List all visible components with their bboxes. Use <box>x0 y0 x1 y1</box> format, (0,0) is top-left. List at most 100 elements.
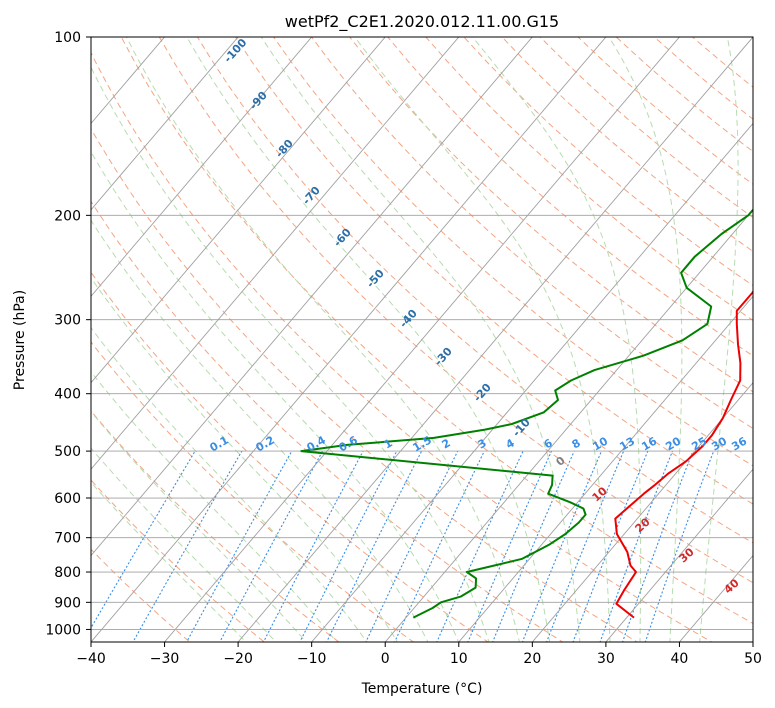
isotherm-line <box>91 37 460 470</box>
mixing-ratio-line <box>185 450 293 642</box>
dry-adiabat-label: -70 <box>300 184 323 208</box>
dry-adiabat-label: -20 <box>471 381 494 405</box>
dry-adiabat-line <box>91 200 564 642</box>
dry-adiabat-label: -100 <box>221 36 249 65</box>
dry-adiabat-line <box>387 37 753 357</box>
y-axis-label: Pressure (hPa) <box>12 290 28 390</box>
dry-adiabat-line <box>234 37 753 505</box>
axis-ticks: −40 −30 −20 −10 0 10 20 30 40 5010009008007006005… <box>45 30 762 667</box>
dewpoint-line <box>300 208 753 619</box>
moist-adiabat-label: 30 <box>677 545 697 565</box>
x-tick-label: −10 <box>297 651 327 667</box>
mixing-ratio-label: 36 <box>729 434 749 453</box>
mixing-ratio-line <box>132 450 243 642</box>
isotherm-line <box>752 641 753 642</box>
mixing-ratio-label: 4 <box>504 436 517 451</box>
isotherm-line <box>531 382 753 642</box>
dry-adiabat-label: -50 <box>364 267 387 291</box>
mixing-ratio-line <box>521 450 603 642</box>
mixing-ratio-label: 20 <box>663 434 683 453</box>
isotherm-line <box>384 209 753 642</box>
mixing-ratio-line <box>326 450 423 642</box>
isotherm-line <box>237 37 753 642</box>
isotherm-line <box>91 37 313 297</box>
mixing-ratio-label: 6 <box>542 436 555 451</box>
moist-adiabat-line <box>91 481 247 642</box>
dry-adiabat-line <box>539 37 753 219</box>
isotherm-line <box>605 468 753 642</box>
moist-adiabat-line <box>354 37 611 642</box>
mixing-ratio-line <box>644 450 715 642</box>
isotherm-line <box>91 37 607 642</box>
moist-adiabat-line <box>91 66 490 642</box>
x-tick-label: −40 <box>76 651 106 667</box>
x-tick-label: 50 <box>744 651 762 667</box>
dry-adiabat-line <box>310 37 753 430</box>
temperature-line <box>614 290 753 619</box>
moist-adiabat-label: 40 <box>722 576 742 596</box>
y-tick-label: 600 <box>54 491 81 507</box>
isotherm-line <box>91 37 386 384</box>
x-axis-label: Temperature (°C) <box>361 681 483 697</box>
mixing-ratio-line <box>436 450 524 642</box>
x-tick-label: 0 <box>381 651 390 667</box>
dry-adiabat-line <box>349 37 753 393</box>
moist-adiabat-line <box>91 151 460 642</box>
dry-adiabat-label: -80 <box>273 137 296 161</box>
dry-adiabat-label: -10 <box>510 416 533 440</box>
dry-adiabat-line <box>272 37 753 467</box>
y-tick-label: 100 <box>54 30 81 46</box>
mixing-ratio-label: 30 <box>709 434 729 453</box>
moist-adiabat-label: 0 <box>553 454 568 469</box>
plot-frame <box>90 36 754 643</box>
moist-adiabat-line <box>91 410 307 642</box>
dry-adiabat-line <box>91 548 191 642</box>
moist-adiabat-line <box>186 37 551 642</box>
dry-adiabat-line <box>91 410 340 642</box>
mixing-ratio-label: 10 <box>590 434 610 453</box>
y-tick-label: 200 <box>54 208 81 224</box>
dry-adiabat-line <box>615 37 753 153</box>
isotherm-line <box>91 37 166 125</box>
mixing-ratio-line <box>467 450 553 642</box>
moist-adiabat-line <box>260 37 581 642</box>
isotherm-line <box>458 295 753 642</box>
moist-adiabat-line <box>91 447 277 642</box>
moist-adiabat-line <box>699 37 739 642</box>
y-tick-label: 900 <box>54 595 81 611</box>
isotherm-line <box>311 122 753 642</box>
x-tick-label: −20 <box>223 651 253 667</box>
isotherm-line <box>91 37 239 211</box>
x-tick-label: 20 <box>523 651 541 667</box>
x-tick-label: 40 <box>671 651 689 667</box>
x-tick-label: 10 <box>450 651 468 667</box>
background-lines <box>91 37 753 642</box>
y-tick-label: 1000 <box>45 622 81 638</box>
dry-adiabat-line <box>425 37 753 322</box>
x-tick-label: 30 <box>597 651 615 667</box>
moist-adiabat-label: 10 <box>590 484 610 504</box>
y-tick-label: 800 <box>54 565 81 581</box>
mixing-ratio-line <box>299 450 398 642</box>
dry-adiabat-label: -60 <box>331 226 354 250</box>
moist-adiabat-line <box>91 326 368 642</box>
x-tick-label: −30 <box>150 651 180 667</box>
mixing-ratio-label: 3 <box>476 436 489 451</box>
y-tick-label: 400 <box>54 387 81 403</box>
moist-adiabat-line <box>91 219 429 642</box>
mixing-ratio-line <box>394 450 485 642</box>
isotherm-line <box>91 37 533 557</box>
mixing-ratio-label: 2 <box>440 436 453 451</box>
dry-adiabat-line <box>91 51 713 642</box>
y-tick-label: 700 <box>54 531 81 547</box>
isotherm-line <box>163 37 681 642</box>
moist-adiabat-line <box>91 371 338 642</box>
dry-adiabat-line <box>463 37 753 287</box>
mixing-ratio-line <box>546 450 625 642</box>
mixing-ratio-label: 8 <box>570 436 583 451</box>
dry-adiabat-label: -40 <box>397 307 420 331</box>
mixing-ratio-label: 13 <box>617 435 637 454</box>
gridlines <box>91 37 753 642</box>
moist-adiabat-line <box>472 37 642 642</box>
